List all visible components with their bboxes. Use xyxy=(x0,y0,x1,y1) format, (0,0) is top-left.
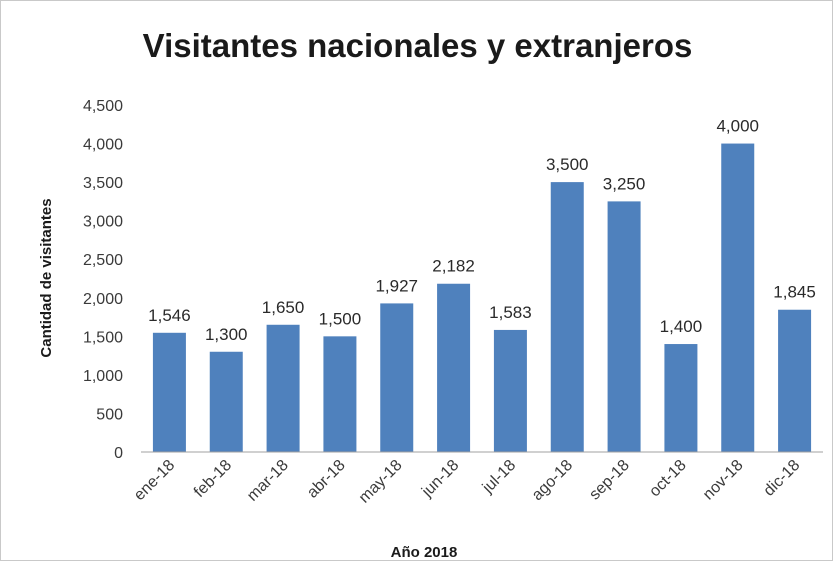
y-axis-title: Cantidad de visitantes xyxy=(38,198,55,357)
data-label: 3,250 xyxy=(603,174,646,193)
y-tick-label: 500 xyxy=(96,406,123,423)
y-tick-label: 4,500 xyxy=(83,98,123,115)
bar xyxy=(209,351,243,452)
x-tick-label: feb-18 xyxy=(191,457,235,501)
bar xyxy=(493,329,527,452)
y-tick-label: 2,500 xyxy=(83,252,123,269)
x-tick-label: ene-18 xyxy=(131,457,178,504)
x-tick-label: may-18 xyxy=(356,457,406,507)
bar xyxy=(721,143,755,453)
x-axis-title: Año 2018 xyxy=(391,544,458,561)
data-label: 4,000 xyxy=(716,117,759,136)
x-tick-label: dic-18 xyxy=(761,457,804,500)
data-label: 1,300 xyxy=(205,325,248,344)
bar xyxy=(380,303,414,452)
data-label: 1,583 xyxy=(489,303,532,322)
x-tick-label: oct-18 xyxy=(646,457,690,501)
x-tick-label: mar-18 xyxy=(244,457,292,505)
bar xyxy=(266,324,300,452)
x-tick-label: jun-18 xyxy=(418,457,462,501)
data-label: 1,546 xyxy=(148,306,191,325)
x-tick-label: ago-18 xyxy=(529,457,576,504)
data-label: 1,927 xyxy=(375,276,418,295)
y-tick-label: 3,000 xyxy=(83,214,123,231)
x-tick-label: sep-18 xyxy=(586,457,633,504)
data-label: 3,500 xyxy=(546,155,589,174)
x-tick-label: nov-18 xyxy=(700,457,747,504)
y-tick-label: 4,000 xyxy=(83,137,123,154)
x-tick-label: jul-18 xyxy=(479,457,519,497)
data-label: 1,650 xyxy=(262,298,305,317)
bar xyxy=(437,283,471,452)
data-label: 1,500 xyxy=(319,309,362,328)
y-tick-label: 1,000 xyxy=(83,368,123,385)
y-tick-label: 2,000 xyxy=(83,291,123,308)
bar xyxy=(152,332,186,452)
y-tick-label: 1,500 xyxy=(83,329,123,346)
data-label: 1,400 xyxy=(660,317,703,336)
data-label: 2,182 xyxy=(432,257,475,276)
y-tick-label: 0 xyxy=(114,445,123,462)
data-label: 1,845 xyxy=(773,283,816,302)
bar xyxy=(778,309,812,452)
bar xyxy=(664,344,698,452)
x-tick-label: abr-18 xyxy=(304,457,349,502)
bar xyxy=(607,201,641,452)
bar xyxy=(550,182,584,452)
bar xyxy=(323,336,357,452)
chart-title: Visitantes nacionales y extranjeros xyxy=(142,27,693,64)
y-tick-label: 3,500 xyxy=(83,175,123,192)
